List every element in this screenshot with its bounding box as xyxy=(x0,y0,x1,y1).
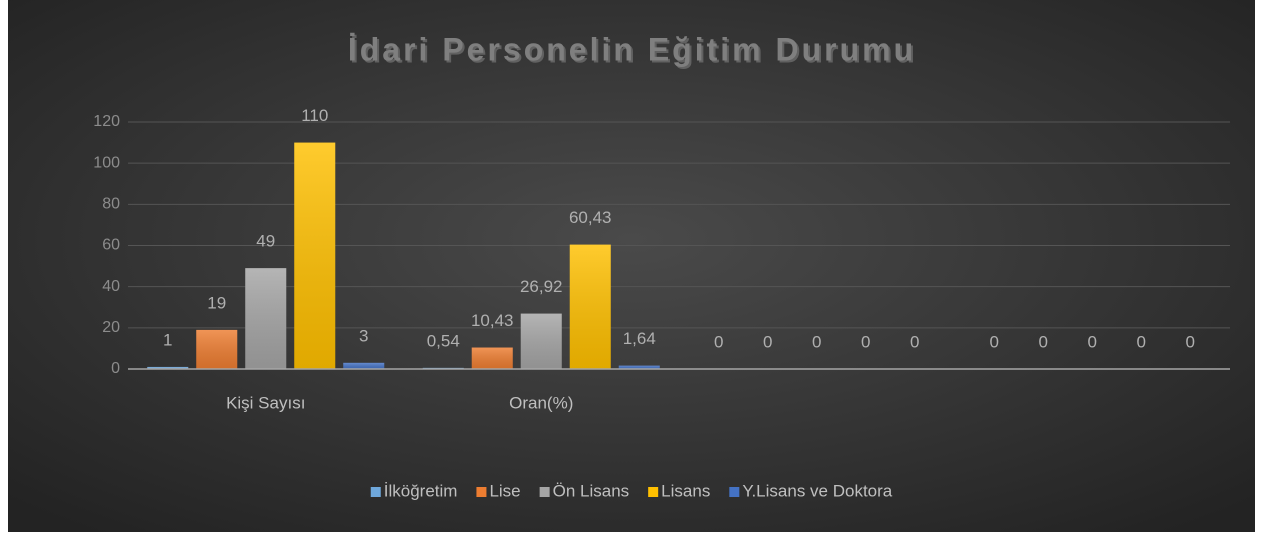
bar-shine xyxy=(618,365,660,369)
legend-label: Lisans xyxy=(661,481,710,500)
data-label: 0 xyxy=(714,332,723,351)
legend: İlköğretim Lise Ön Lisans Lisans Y.Lisans ve… xyxy=(370,481,893,500)
chart-background xyxy=(8,0,1255,532)
data-label: 0 xyxy=(990,332,999,351)
data-label: 1,64 xyxy=(623,329,656,348)
y-tick-label: 60 xyxy=(102,237,120,254)
bar-shine xyxy=(196,329,238,369)
data-label: 0 xyxy=(812,332,821,351)
chart-title-shadow: İdari Personelin Eğitim Durumu xyxy=(350,33,918,69)
bars: Kişi Sayısı 1 19 49 110 3 Oran(%) 0,54 10,43 26,9… xyxy=(128,106,1230,412)
data-label: 26,92 xyxy=(520,277,563,296)
data-label: 49 xyxy=(256,232,275,251)
bar-shine xyxy=(343,362,385,369)
legend-marker xyxy=(729,487,740,497)
bar-shine xyxy=(294,142,336,369)
data-label: 0 xyxy=(861,332,870,351)
y-tick-label: 80 xyxy=(102,196,120,213)
legend-marker xyxy=(539,487,550,497)
bar-shine xyxy=(245,268,287,369)
legend-label: Lise xyxy=(489,481,520,500)
y-tick-label: 100 xyxy=(93,154,120,171)
y-tick-label: 120 xyxy=(93,113,120,130)
x-tick-label: Kişi Sayısı xyxy=(226,393,305,412)
data-label: 1 xyxy=(163,330,172,349)
legend-label: Ön Lisans xyxy=(553,481,630,500)
data-label: 0 xyxy=(910,332,919,351)
data-label: 110 xyxy=(301,106,328,125)
legend-label: İlköğretim xyxy=(384,481,458,500)
bar-shine xyxy=(520,313,562,369)
data-label: 60,43 xyxy=(569,208,612,227)
y-tick-label: 40 xyxy=(102,278,120,295)
data-label: 0,54 xyxy=(427,331,460,350)
data-label: 0 xyxy=(1186,332,1195,351)
bar-shine xyxy=(147,366,189,369)
y-tick-label: 20 xyxy=(102,319,120,336)
data-label: 0 xyxy=(1039,332,1048,351)
bar-shine xyxy=(569,244,611,369)
data-label: 0 xyxy=(763,332,772,351)
legend-marker xyxy=(370,487,381,497)
x-tick-label: Oran(%) xyxy=(509,393,573,412)
bar-shine xyxy=(471,347,513,369)
data-label: 0 xyxy=(1137,332,1146,351)
data-label: 19 xyxy=(207,293,226,312)
data-label: 3 xyxy=(359,326,368,345)
legend-marker xyxy=(648,487,659,497)
legend-marker xyxy=(476,487,487,497)
y-tick-label: 0 xyxy=(111,360,120,377)
chart-title: İdari Personelin Eğitim Durumu xyxy=(348,31,916,67)
data-label: 10,43 xyxy=(471,311,514,330)
legend-label: Y.Lisans ve Doktora xyxy=(742,481,892,500)
data-label: 0 xyxy=(1088,332,1097,351)
